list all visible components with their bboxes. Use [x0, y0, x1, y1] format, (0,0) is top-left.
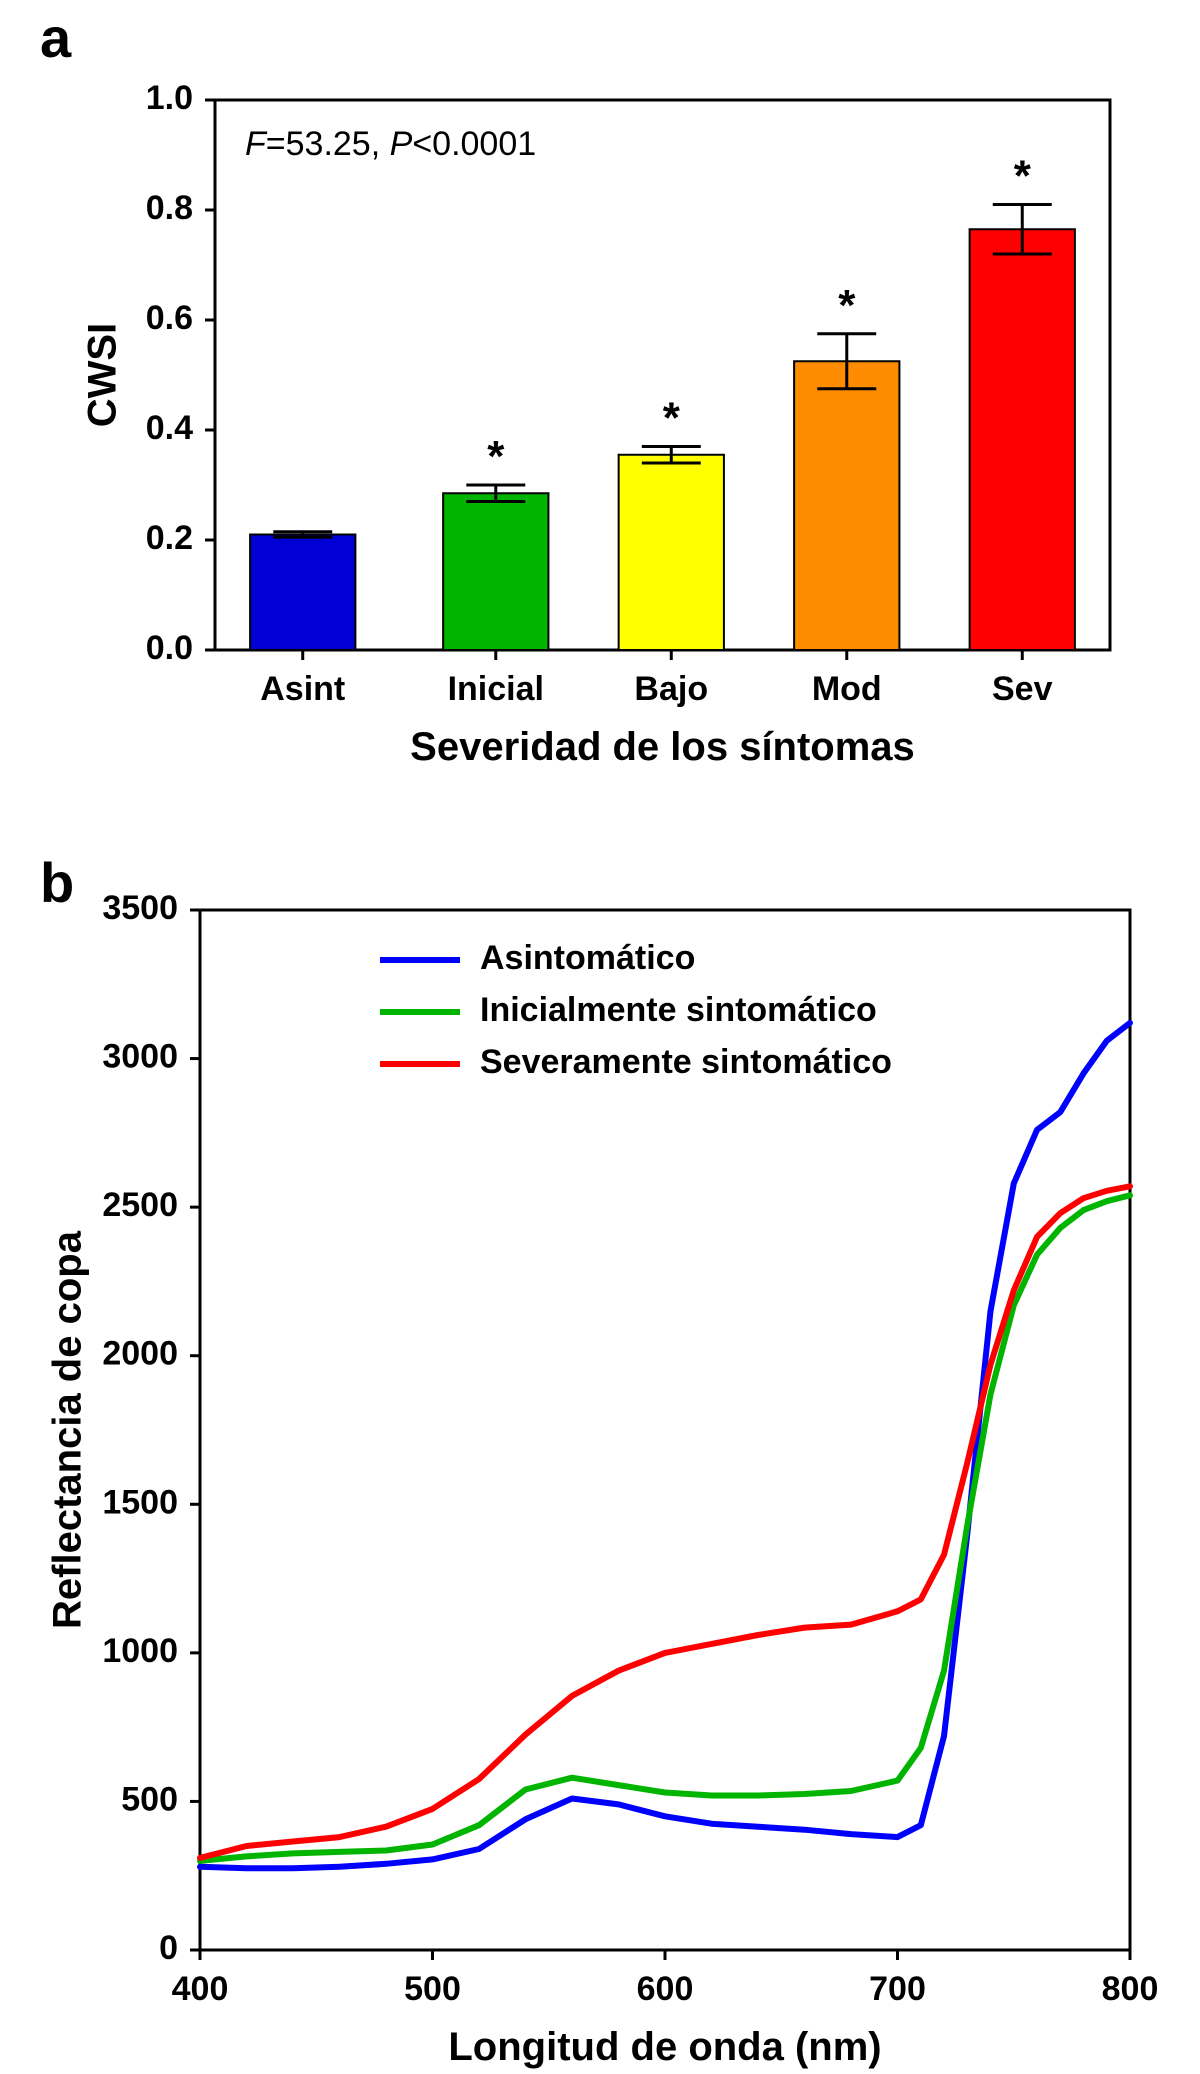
svg-text:400: 400 [172, 1970, 229, 2008]
svg-text:2500: 2500 [102, 1186, 178, 1224]
svg-text:2000: 2000 [102, 1335, 178, 1373]
svg-text:*: * [487, 432, 505, 481]
svg-text:*: * [663, 394, 681, 443]
svg-text:3000: 3000 [102, 1038, 178, 1076]
svg-text:1000: 1000 [102, 1632, 178, 1670]
bar-Sev [970, 229, 1075, 650]
panel-a: a 0.0 0.2 0.4 0.6 0.8 1.0 CWSI Asint * Inicial * Ba… [0, 0, 1200, 870]
ylabel-b: Reflectancia de copa [46, 1230, 90, 1629]
ylabel-a: CWSI [81, 323, 125, 427]
svg-text:1500: 1500 [102, 1483, 178, 1521]
svg-text:500: 500 [121, 1780, 178, 1818]
svg-text:0.2: 0.2 [146, 519, 193, 557]
svg-text:1.0: 1.0 [146, 79, 193, 117]
xlabel-b: Longitud de onda (nm) [448, 2025, 881, 2069]
svg-text:0.6: 0.6 [146, 299, 193, 337]
svg-text:Inicial: Inicial [448, 670, 544, 708]
svg-text:0.4: 0.4 [146, 409, 193, 447]
svg-text:600: 600 [637, 1970, 694, 2008]
svg-text:Asint: Asint [260, 670, 345, 708]
panel-b: b 05001000150020002500300035004005006007… [0, 870, 1200, 2074]
svg-text:0.8: 0.8 [146, 189, 193, 227]
svg-text:0.0: 0.0 [146, 629, 193, 667]
panel-a-label: a [40, 5, 71, 70]
legend-item-0: Asintomático [480, 939, 695, 977]
bar-Asint [250, 535, 355, 651]
line-chart: 0 500 1000 1500 2000 2500 3000 3500 400 500 600 700… [0, 870, 1200, 2074]
svg-text:Mod: Mod [812, 670, 882, 708]
panel-b-label: b [40, 850, 74, 915]
svg-text:Sev: Sev [992, 670, 1053, 708]
svg-text:*: * [838, 281, 856, 330]
bar-Inicial [443, 493, 548, 650]
figure-root: a 0.0 0.2 0.4 0.6 0.8 1.0 CWSI Asint * Inicial * Ba… [0, 0, 1200, 2074]
svg-text:3500: 3500 [102, 889, 178, 927]
svg-text:700: 700 [869, 1970, 926, 2008]
xlabel-a: Severidad de los síntomas [410, 725, 915, 769]
svg-text:800: 800 [1102, 1970, 1159, 2008]
svg-text:0: 0 [159, 1929, 178, 1967]
legend-item-1: Inicialmente sintomático [480, 991, 877, 1029]
bar-Mod [794, 361, 899, 650]
legend-item-2: Severamente sintomático [480, 1043, 892, 1081]
svg-text:500: 500 [404, 1970, 461, 2008]
svg-text:*: * [1014, 152, 1032, 201]
bar-chart: 0.0 0.2 0.4 0.6 0.8 1.0 CWSI Asint * Inicial * Bajo… [0, 0, 1200, 870]
bar-Bajo [619, 455, 724, 650]
stats-text: F=53.25, P<0.0001 [245, 125, 536, 163]
svg-text:Bajo: Bajo [634, 670, 708, 708]
